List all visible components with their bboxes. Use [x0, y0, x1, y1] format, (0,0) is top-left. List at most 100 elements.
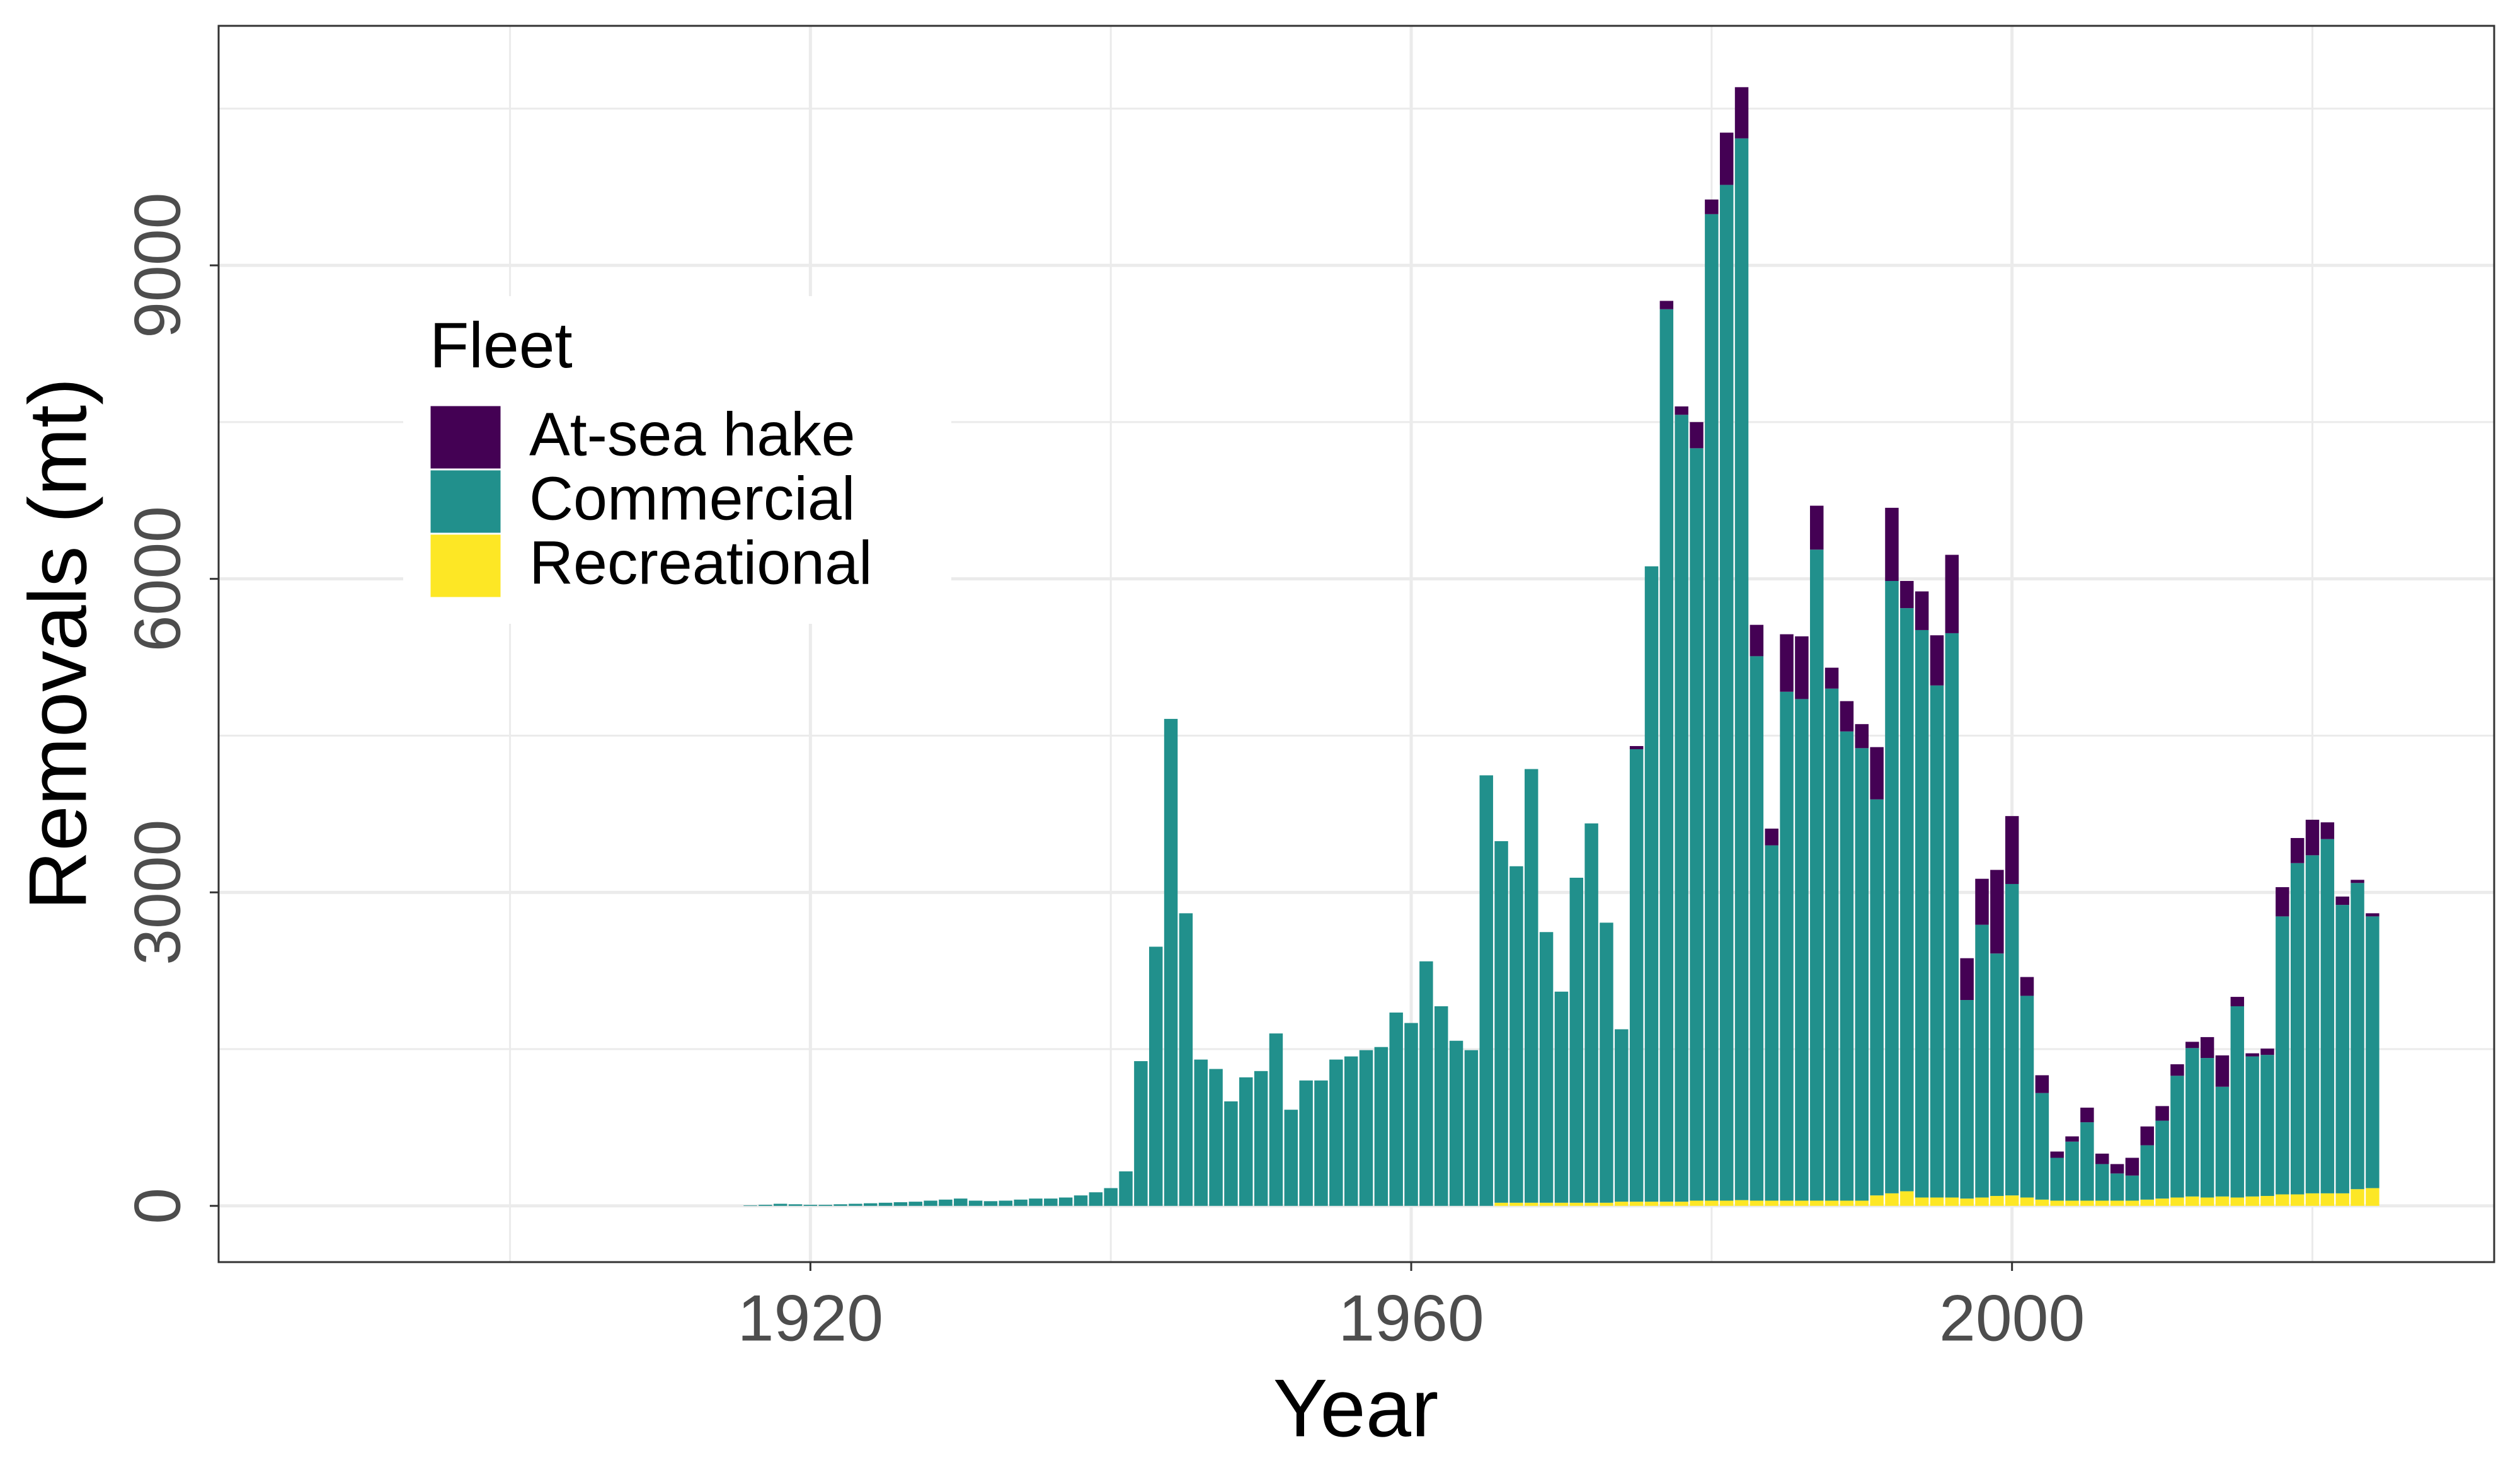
- bar-segment: [968, 1200, 983, 1206]
- legend-key: [428, 468, 503, 535]
- bar-segment: [1044, 1198, 1058, 1206]
- bar-segment: [1148, 946, 1163, 1206]
- bar-segment: [2050, 1157, 2064, 1201]
- bar-segment: [2110, 1173, 2124, 1201]
- bar-segment: [1795, 636, 1809, 699]
- bar-segment: [1299, 1080, 1313, 1206]
- bar-segment: [743, 1205, 757, 1206]
- bar-segment: [1525, 1202, 1538, 1206]
- bar-segment: [2140, 1199, 2154, 1206]
- bar-segment: [2185, 1048, 2199, 1197]
- bar-segment: [2020, 1197, 2034, 1206]
- bar-segment: [1719, 132, 1734, 185]
- x-tick-label: 2000: [1939, 1282, 2085, 1355]
- bar-segment: [2276, 887, 2289, 917]
- bar-segment: [2155, 1198, 2169, 1206]
- bar-segment: [788, 1204, 803, 1206]
- bar-segment: [1134, 1061, 1148, 1206]
- bar-segment: [1885, 580, 1899, 1193]
- bar-segment: [1644, 566, 1659, 1202]
- bar-segment: [1014, 1199, 1028, 1206]
- bar-segment: [999, 1200, 1013, 1206]
- bar-segment: [1705, 199, 1719, 214]
- bar-segment: [2366, 913, 2380, 917]
- bar-segment: [1900, 1191, 1914, 1206]
- bar-segment: [2155, 1120, 2169, 1199]
- bar-segment: [1569, 1202, 1584, 1206]
- bar-segment: [1104, 1188, 1118, 1206]
- bar-segment: [878, 1202, 893, 1206]
- bar-segment: [1780, 1200, 1794, 1206]
- bar-segment: [1870, 799, 1884, 1196]
- bar-segment: [1975, 924, 1989, 1198]
- bar-segment: [2245, 1056, 2259, 1197]
- bar-segment: [1915, 591, 1929, 630]
- bar-segment: [2140, 1145, 2154, 1200]
- bar-segment: [1209, 1069, 1223, 1206]
- bar-segment: [2290, 1194, 2305, 1206]
- bar-segment: [863, 1203, 878, 1206]
- bar-segment: [2125, 1157, 2139, 1176]
- bar-segment: [2305, 855, 2320, 1193]
- y-tick-label: 3000: [121, 820, 194, 965]
- bar-segment: [2335, 905, 2349, 1193]
- bar-segment: [1990, 953, 2004, 1197]
- bar-segment: [2080, 1122, 2094, 1201]
- bar-segment: [2230, 1197, 2245, 1206]
- bar-segment: [924, 1200, 937, 1206]
- bar-segment: [1359, 1050, 1373, 1206]
- bar-segment: [1915, 629, 1929, 1198]
- x-tick-label: 1920: [738, 1282, 883, 1355]
- bar-segment: [2305, 1193, 2320, 1206]
- bar-segment: [2095, 1200, 2109, 1206]
- bar-segment: [1344, 1056, 1358, 1206]
- bar-segment: [818, 1205, 832, 1206]
- bar-segment: [2200, 1037, 2214, 1059]
- bar-segment: [1765, 829, 1778, 846]
- bar-segment: [1780, 691, 1794, 1201]
- bar-segment: [2170, 1197, 2184, 1206]
- bar-segment: [2125, 1200, 2139, 1206]
- bar-segment: [2095, 1153, 2109, 1164]
- bar-segment: [1855, 1200, 1869, 1206]
- bar-segment: [1750, 1200, 1764, 1206]
- bar-segment: [1329, 1059, 1343, 1206]
- y-tick-label: 6000: [121, 506, 194, 652]
- bar-segment: [759, 1205, 772, 1206]
- bar-segment: [2185, 1196, 2199, 1206]
- bar-segment: [1494, 841, 1508, 1203]
- legend-key: [428, 404, 503, 471]
- bar-segment: [2276, 916, 2289, 1195]
- bar-segment: [1900, 608, 1914, 1192]
- bar-segment: [2125, 1175, 2139, 1201]
- bar-segment: [2366, 1188, 2380, 1206]
- x-tick-label: 1960: [1338, 1282, 1484, 1355]
- bar-segment: [1569, 878, 1584, 1203]
- bar-segment: [1945, 633, 1959, 1198]
- bar-segment: [1900, 580, 1914, 609]
- y-axis-title: Removals (mt): [11, 377, 103, 910]
- bar-segment: [954, 1198, 968, 1206]
- bar-segment: [1719, 1200, 1734, 1206]
- bar-segment: [1584, 1202, 1598, 1206]
- bar-segment: [1615, 1202, 1629, 1206]
- bar-segment: [1734, 1200, 1749, 1206]
- bar-segment: [2245, 1053, 2259, 1057]
- bar-segment: [2200, 1058, 2214, 1198]
- bar-segment: [2035, 1093, 2049, 1200]
- bar-segment: [1254, 1071, 1268, 1206]
- bar-segment: [1690, 448, 1704, 1201]
- bar-segment: [1690, 422, 1704, 449]
- bar-segment: [1659, 309, 1674, 1202]
- bar-segment: [1659, 301, 1674, 309]
- bar-segment: [2351, 1189, 2364, 1206]
- bar-segment: [1058, 1197, 1073, 1206]
- bar-segment: [2005, 816, 2019, 884]
- bar-segment: [1975, 878, 1989, 925]
- bar-segment: [2276, 1194, 2289, 1206]
- bar-segment: [849, 1203, 862, 1206]
- bar-segment: [1525, 769, 1538, 1203]
- bar-segment: [1194, 1059, 1208, 1206]
- bar-segment: [2065, 1136, 2079, 1142]
- bar-segment: [1990, 1196, 2004, 1206]
